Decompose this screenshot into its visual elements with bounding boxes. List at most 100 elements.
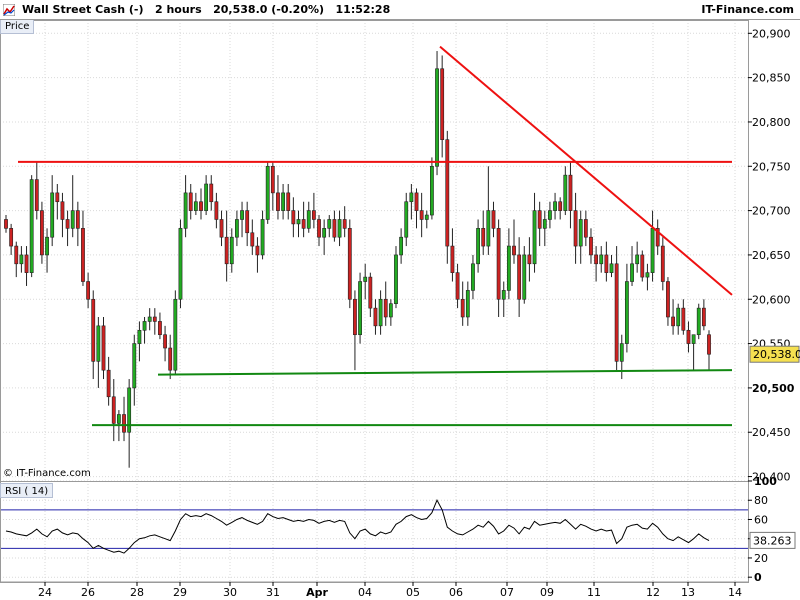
candle[interactable]: [255, 237, 260, 273]
candle[interactable]: [332, 210, 337, 242]
candle[interactable]: [681, 299, 686, 335]
candle[interactable]: [671, 299, 675, 335]
candle[interactable]: [686, 321, 691, 353]
candle[interactable]: [542, 210, 547, 247]
candle[interactable]: [553, 192, 557, 220]
candle[interactable]: [707, 330, 711, 371]
candle[interactable]: [517, 237, 522, 317]
candle[interactable]: [358, 272, 362, 344]
candle[interactable]: [414, 188, 419, 229]
candle[interactable]: [55, 184, 60, 220]
price-candles[interactable]: [4, 51, 711, 468]
candle[interactable]: [86, 272, 91, 309]
candle[interactable]: [460, 281, 465, 326]
candle[interactable]: [465, 281, 470, 326]
candle[interactable]: [250, 219, 255, 255]
candle[interactable]: [404, 192, 409, 247]
candle[interactable]: [163, 325, 167, 362]
candle[interactable]: [50, 175, 55, 247]
candle[interactable]: [229, 228, 234, 273]
candle[interactable]: [548, 201, 552, 229]
candle[interactable]: [599, 246, 604, 273]
candle[interactable]: [347, 219, 352, 309]
candle[interactable]: [666, 277, 670, 326]
candle[interactable]: [240, 201, 244, 238]
candle[interactable]: [260, 210, 265, 260]
candle[interactable]: [4, 215, 8, 233]
candle[interactable]: [486, 166, 491, 255]
candle[interactable]: [614, 246, 619, 371]
candle[interactable]: [573, 192, 578, 264]
candle[interactable]: [276, 175, 280, 220]
candle[interactable]: [245, 201, 250, 247]
candle[interactable]: [491, 201, 496, 238]
candle[interactable]: [137, 321, 142, 362]
candle[interactable]: [368, 272, 373, 317]
candle[interactable]: [660, 237, 665, 291]
candle[interactable]: [527, 237, 532, 282]
candle[interactable]: [301, 201, 306, 238]
candle[interactable]: [342, 206, 347, 238]
candle[interactable]: [306, 201, 311, 233]
candle[interactable]: [655, 219, 660, 255]
candle[interactable]: [34, 161, 39, 220]
candle[interactable]: [111, 379, 116, 442]
candle[interactable]: [281, 184, 285, 220]
candle[interactable]: [91, 290, 96, 380]
candle[interactable]: [532, 192, 537, 273]
candle[interactable]: [476, 219, 480, 273]
candle[interactable]: [676, 303, 681, 335]
candle[interactable]: [296, 210, 301, 238]
candle[interactable]: [70, 175, 75, 238]
candle[interactable]: [450, 228, 455, 282]
candle[interactable]: [537, 201, 542, 247]
candle[interactable]: [291, 197, 296, 238]
candle[interactable]: [317, 215, 321, 247]
candle[interactable]: [193, 192, 198, 216]
candle[interactable]: [378, 290, 383, 335]
candle[interactable]: [45, 228, 49, 273]
candle[interactable]: [696, 303, 701, 340]
candle[interactable]: [563, 166, 568, 216]
candle[interactable]: [75, 201, 80, 247]
candle[interactable]: [199, 188, 203, 220]
candle[interactable]: [394, 246, 398, 309]
candle[interactable]: [630, 246, 634, 286]
candle[interactable]: [337, 210, 342, 247]
candle[interactable]: [409, 184, 414, 220]
candle[interactable]: [101, 316, 106, 380]
candle[interactable]: [168, 334, 173, 380]
candle[interactable]: [594, 246, 599, 282]
candle[interactable]: [24, 246, 29, 286]
trendline-line[interactable]: [439, 45, 733, 296]
candle[interactable]: [40, 201, 44, 264]
candle[interactable]: [506, 228, 511, 300]
candle[interactable]: [589, 228, 593, 264]
candle[interactable]: [363, 263, 368, 300]
candle[interactable]: [619, 334, 624, 380]
trend-lines[interactable]: [18, 45, 733, 427]
candle[interactable]: [96, 316, 101, 388]
candle[interactable]: [127, 379, 132, 468]
candle[interactable]: [219, 210, 224, 247]
candle[interactable]: [14, 241, 19, 278]
candle[interactable]: [635, 241, 640, 273]
candle[interactable]: [209, 175, 214, 211]
candle[interactable]: [604, 241, 609, 282]
candle[interactable]: [311, 192, 316, 229]
candle[interactable]: [188, 184, 193, 220]
candle[interactable]: [583, 210, 588, 247]
candle[interactable]: [327, 215, 332, 238]
candle[interactable]: [522, 246, 527, 304]
candle[interactable]: [388, 299, 393, 326]
candle[interactable]: [640, 250, 645, 282]
candle[interactable]: [214, 192, 219, 229]
candle[interactable]: [158, 312, 162, 340]
candle[interactable]: [204, 175, 209, 216]
candle[interactable]: [568, 161, 573, 229]
candle[interactable]: [224, 210, 229, 282]
candle[interactable]: [9, 223, 14, 255]
candle[interactable]: [430, 157, 434, 220]
candle[interactable]: [424, 210, 429, 229]
candle[interactable]: [183, 175, 188, 238]
